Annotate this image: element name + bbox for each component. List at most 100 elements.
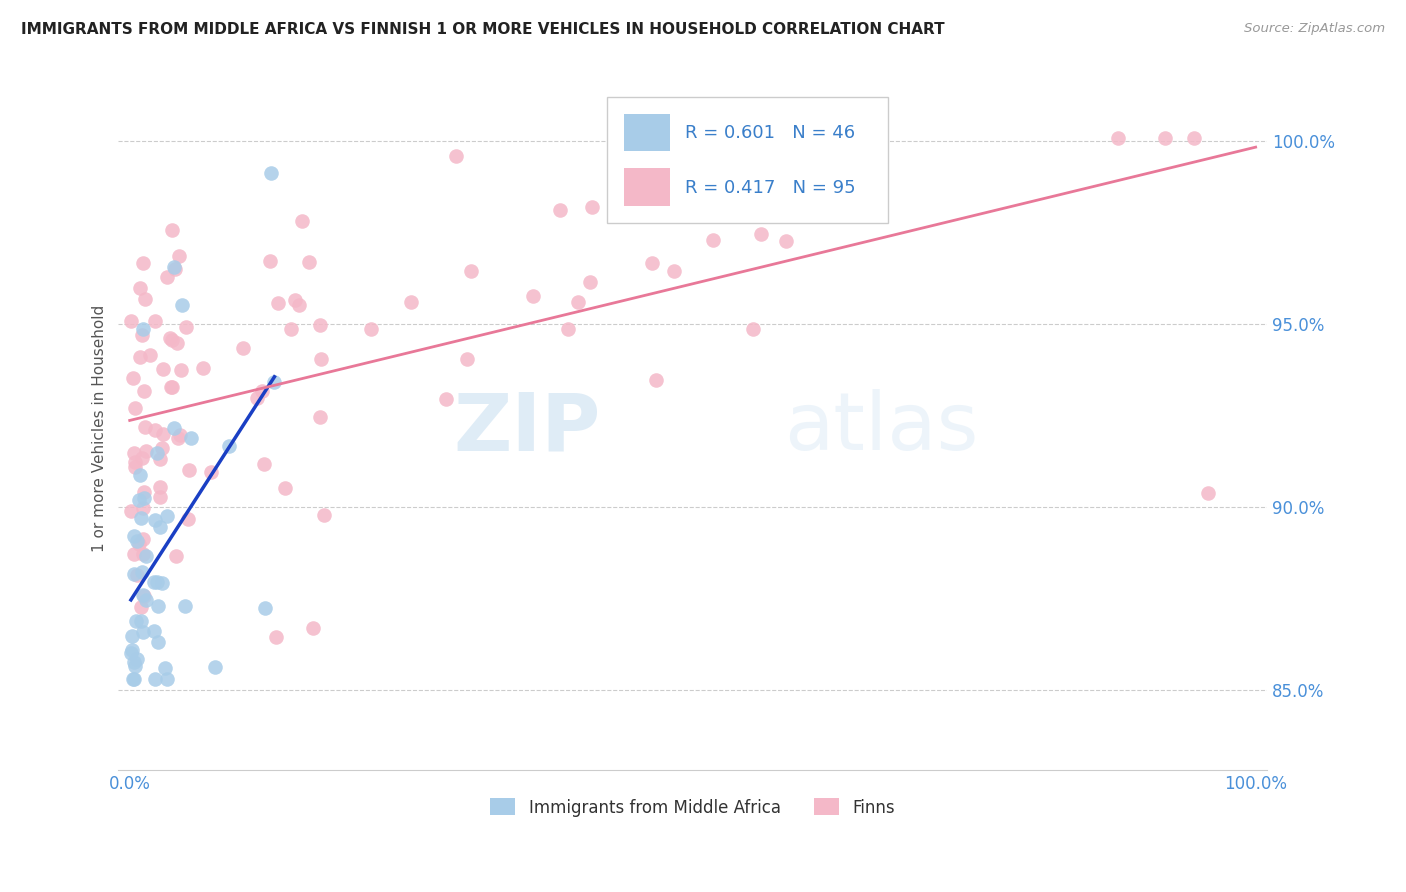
Point <box>127 534 149 549</box>
Point <box>165 549 187 563</box>
Text: atlas: atlas <box>785 389 979 467</box>
Point <box>143 423 166 437</box>
Point <box>134 484 156 499</box>
Point <box>312 508 335 522</box>
Point <box>218 440 240 454</box>
Point <box>204 660 226 674</box>
Point <box>121 370 143 384</box>
Point <box>260 166 283 180</box>
Point <box>122 547 145 561</box>
Point <box>145 574 167 589</box>
Point <box>308 409 330 424</box>
Point <box>124 529 146 543</box>
Point <box>149 451 172 466</box>
Point <box>460 264 482 278</box>
Point <box>142 624 165 639</box>
Point <box>298 255 321 269</box>
Text: R = 0.601   N = 46: R = 0.601 N = 46 <box>685 124 855 142</box>
Point <box>131 450 153 465</box>
Point <box>132 322 155 336</box>
Point <box>645 373 668 387</box>
Point <box>124 455 146 469</box>
Point <box>581 200 603 214</box>
Point <box>145 513 167 527</box>
Point <box>522 289 544 303</box>
Point <box>128 281 150 295</box>
Point <box>134 491 156 505</box>
Point <box>177 512 200 526</box>
Point <box>557 322 579 336</box>
Point <box>232 342 254 356</box>
Point <box>149 490 172 504</box>
Point <box>246 392 269 406</box>
Point <box>259 254 281 268</box>
Point <box>163 421 186 435</box>
Point <box>124 401 146 415</box>
Point <box>1154 130 1177 145</box>
Point <box>121 629 143 643</box>
Point <box>132 589 155 603</box>
Point <box>132 255 155 269</box>
Point <box>139 348 162 362</box>
Point <box>180 431 202 445</box>
Point <box>129 511 152 525</box>
Point <box>155 509 177 524</box>
Point <box>160 334 183 348</box>
Point <box>146 446 169 460</box>
Point <box>309 318 332 333</box>
Point <box>122 672 145 686</box>
Point <box>162 379 184 393</box>
Point <box>155 270 177 285</box>
Point <box>166 335 188 350</box>
FancyBboxPatch shape <box>624 169 669 206</box>
Point <box>153 661 176 675</box>
Point <box>742 322 765 336</box>
Point <box>662 264 685 278</box>
Point <box>174 320 197 334</box>
Point <box>122 655 145 669</box>
Point <box>143 672 166 686</box>
Point <box>129 600 152 615</box>
Point <box>128 468 150 483</box>
Point <box>167 431 190 445</box>
Point <box>170 298 193 312</box>
Point <box>162 260 184 275</box>
Point <box>135 549 157 563</box>
Point <box>134 590 156 604</box>
Point <box>749 227 772 241</box>
Point <box>135 444 157 458</box>
Point <box>284 293 307 307</box>
Point <box>163 261 186 276</box>
Point <box>120 504 142 518</box>
Point <box>159 331 181 345</box>
Point <box>128 537 150 551</box>
Point <box>129 351 152 365</box>
Point <box>131 565 153 579</box>
Point <box>841 194 863 208</box>
Point <box>125 568 148 582</box>
Point <box>200 465 222 479</box>
Point <box>1182 130 1205 145</box>
Point <box>124 460 146 475</box>
Point <box>143 574 166 589</box>
Point <box>131 500 153 515</box>
Point <box>131 328 153 343</box>
Point <box>578 275 600 289</box>
Point <box>169 427 191 442</box>
Point <box>191 361 214 376</box>
Point <box>150 575 173 590</box>
Point <box>775 234 797 248</box>
Point <box>135 593 157 607</box>
Y-axis label: 1 or more Vehicles in Household: 1 or more Vehicles in Household <box>93 304 107 552</box>
Point <box>121 643 143 657</box>
Point <box>120 646 142 660</box>
Point <box>302 621 325 635</box>
Point <box>131 614 153 628</box>
Point <box>548 203 571 218</box>
Point <box>122 446 145 460</box>
Point <box>134 420 156 434</box>
Point <box>702 233 724 247</box>
Point <box>179 463 201 477</box>
Point <box>146 599 169 614</box>
Point <box>456 351 478 366</box>
